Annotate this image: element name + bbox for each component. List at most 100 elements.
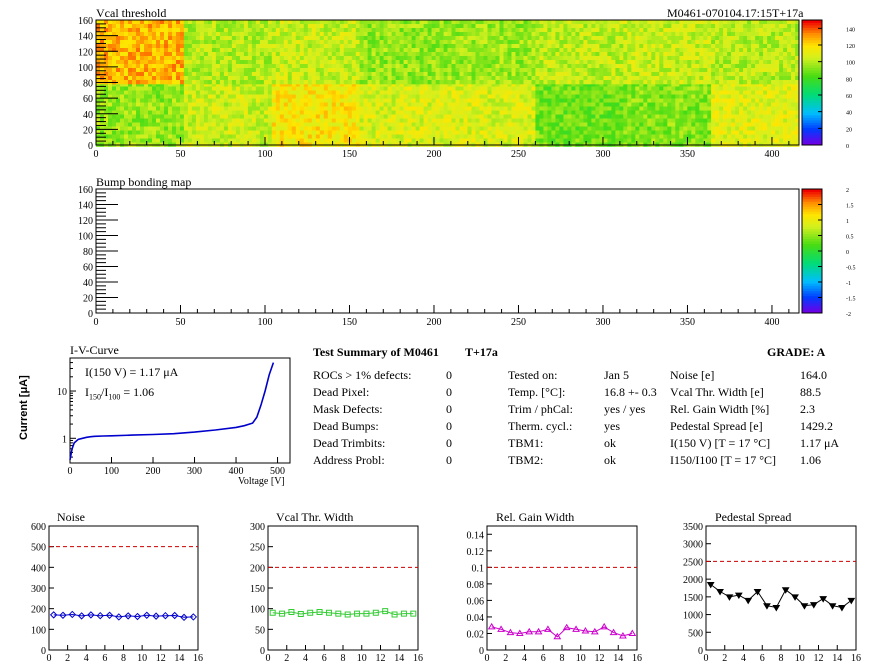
iv-x-tick-label: 500 [270, 466, 285, 477]
small-x-tick-label: 0 [47, 653, 52, 664]
data-point [506, 628, 515, 636]
small-x-tick-label: 4 [303, 653, 308, 664]
palette-cell [802, 265, 822, 269]
data-point [68, 610, 76, 619]
iv-annotation-current: I(150 V) = 1.17 μA [85, 365, 179, 379]
palette-cell [802, 37, 822, 41]
palette-cell [802, 50, 822, 53]
small-y-tick-label: 0.14 [467, 530, 485, 541]
palette-cell [802, 238, 822, 242]
small-x-tick-label: 4 [741, 653, 746, 664]
small-y-tick-label: 1500 [683, 593, 703, 604]
data-point [487, 622, 496, 630]
palette-cell [802, 310, 822, 314]
palette-cell [802, 70, 822, 73]
palette-cell [802, 236, 822, 239]
palette-cell [802, 260, 822, 264]
small-y-tick-label: 0.06 [467, 596, 485, 607]
summary-mid-value: ok [604, 453, 616, 467]
palette-cell [802, 208, 822, 212]
data-point [800, 603, 809, 610]
summary-mid-value: yes / yes [604, 402, 646, 416]
data-point [562, 623, 571, 631]
small-x-tick-label: 14 [394, 653, 404, 664]
small-y-tick-label: 250 [250, 543, 265, 554]
small-y-tick-label: 2000 [683, 575, 703, 586]
x-tick-label: 250 [511, 317, 526, 328]
data-point [544, 625, 552, 632]
y-tick-label: 20 [83, 294, 93, 305]
y-tick-label: 60 [83, 94, 93, 105]
palette-tick-label: 20 [846, 127, 852, 133]
small-x-tick-label: 12 [376, 653, 386, 664]
small-x-tick-label: 8 [560, 653, 565, 664]
iv-title: I-V-Curve [70, 343, 119, 357]
summary-left-label: Dead Trimbits: [313, 436, 386, 450]
small-x-tick-label: 0 [266, 653, 271, 664]
small-x-tick-label: 4 [84, 653, 89, 664]
roc-block [271, 20, 361, 85]
y-tick-label: 0 [88, 141, 93, 152]
summary-right-label: Pedestal Spread [e] [670, 419, 763, 433]
palette-cell [802, 135, 822, 138]
palette-tick-label: 0.5 [846, 235, 854, 241]
small-x-tick-label: 14 [832, 653, 842, 664]
data-point [105, 611, 114, 619]
small-x-tick-label: 8 [779, 653, 784, 664]
palette-tick-label: -1.5 [846, 297, 856, 303]
palette-cell [802, 117, 822, 121]
data-point [354, 610, 361, 617]
palette-cell [802, 248, 822, 252]
small-y-tick-label: 200 [31, 605, 46, 616]
series-line [53, 613, 194, 618]
palette-cell [802, 218, 822, 222]
data-point [600, 622, 609, 630]
palette-cell [802, 273, 822, 277]
y-tick-label: 20 [83, 125, 93, 136]
palette-cell [802, 55, 822, 58]
small-x-tick-label: 0 [485, 653, 490, 664]
summary-mid-label: TBM2: [508, 453, 544, 467]
small-y-tick-label: 400 [31, 563, 46, 574]
summary-tag: T+17a [465, 345, 498, 359]
small-y-tick-label: 0.08 [467, 580, 485, 591]
summary-mid-value: ok [604, 436, 616, 450]
data-point [763, 603, 771, 610]
small-y-tick-label: 0 [479, 646, 484, 657]
data-point [590, 627, 599, 635]
palette-cell [802, 280, 822, 284]
data-point [791, 594, 799, 601]
data-point [297, 611, 304, 618]
palette-cell [802, 228, 822, 232]
palette-cell [802, 85, 822, 88]
bump-map-title: Bump bonding map [96, 175, 192, 189]
palette-cell [802, 30, 822, 33]
small-y-tick-label: 3500 [683, 522, 703, 533]
palette-tick-label: -1 [846, 281, 851, 287]
data-point [753, 589, 762, 596]
palette-cell [802, 42, 822, 46]
summary-left-label: Address Probl: [313, 453, 385, 467]
summary-left-label: ROCs > 1% defects: [313, 368, 412, 382]
data-point [744, 597, 753, 605]
palette-cell [802, 65, 822, 68]
summary-mid-label: Temp. [°C]: [508, 385, 566, 399]
palette-cell [802, 105, 822, 108]
iv-series-line [69, 362, 275, 460]
data-point [497, 625, 505, 632]
y-tick-label: 40 [83, 110, 93, 121]
small-y-tick-label: 0.12 [467, 547, 485, 558]
summary-left-label: Dead Pixel: [313, 385, 370, 399]
palette-cell [802, 72, 822, 76]
summary-mid-label: Trim / phCal: [508, 402, 573, 416]
roc-block [183, 20, 273, 85]
data-point [307, 609, 314, 616]
palette-cell [802, 35, 822, 38]
summary-right-value: 2.3 [800, 402, 815, 416]
palette-cell [802, 308, 822, 311]
y-tick-label: 80 [83, 247, 93, 258]
data-point [572, 625, 580, 632]
palette-cell [802, 216, 822, 220]
small-chart-frame [267, 525, 419, 651]
data-point [534, 627, 543, 635]
